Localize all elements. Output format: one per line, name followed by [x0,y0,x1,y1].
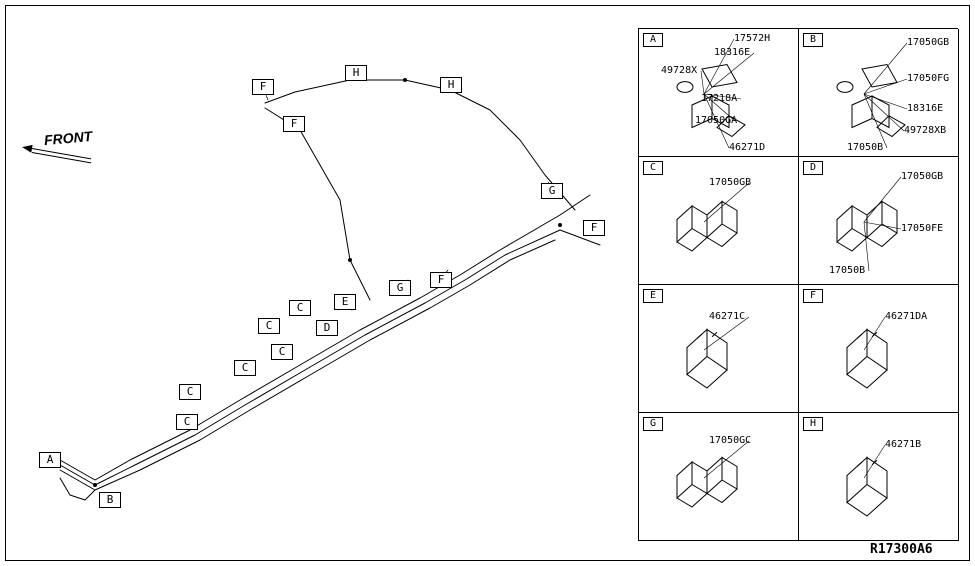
part-label: 17050GA [695,115,737,126]
part-label: 46271DA [885,311,927,322]
part-label: 18316E [714,47,750,58]
callout-box: C [179,384,201,400]
part-label: 17050B [847,142,883,153]
part-label: 17050GB [907,37,949,48]
part-label: 46271B [885,439,921,450]
callout-box: A [39,452,61,468]
detail-panel: F 46271DA [799,285,959,413]
callout-box: E [334,294,356,310]
part-label: 17050GB [709,177,751,188]
panel-tag: A [643,33,663,47]
document-id: R17300A6 [870,542,933,557]
callout-box: F [283,116,305,132]
panel-tag: F [803,289,823,303]
detail-panel: A 17572H 18316E 49728X 17218A 17050GA 46271D [639,29,799,157]
part-label: 17050B [829,265,865,276]
callout-box: G [389,280,411,296]
panel-tag: E [643,289,663,303]
callout-box: G [541,183,563,199]
callout-box: C [176,414,198,430]
piping-diagram [0,0,640,560]
part-label: 46271D [729,142,765,153]
callout-box: C [258,318,280,334]
callout-box: D [316,320,338,336]
panel-tag: D [803,161,823,175]
callout-box: H [345,65,367,81]
part-label: 17218A [701,93,737,104]
panel-tag: C [643,161,663,175]
part-sketch [817,51,917,141]
part-label: 49728XB [904,125,946,136]
callout-box: C [271,344,293,360]
part-label: 17050GB [901,171,943,182]
part-label: 17050FE [901,223,943,234]
detail-panel: B 17050GB 17050FG 18316E 49728XB 17050B [799,29,959,157]
callout-box: F [430,272,452,288]
callout-box: C [289,300,311,316]
part-sketch [657,179,757,269]
part-label: 17050FG [907,73,949,84]
detail-panel: G 17050GC [639,413,799,541]
callout-box: F [252,79,274,95]
panel-tag: G [643,417,663,431]
part-label: 18316E [907,103,943,114]
detail-panel: H 46271B [799,413,959,541]
callout-box: C [234,360,256,376]
part-label: 17572H [734,33,770,44]
detail-panel-grid: A 17572H 18316E 49728X 17218A 17050GA 46271D B 1… [638,28,958,541]
callout-box: H [440,77,462,93]
part-label: 17050GC [709,435,751,446]
detail-panel: C 17050GB [639,157,799,285]
detail-panel: D 17050GB 17050FE 17050B [799,157,959,285]
detail-panel: E 46271C [639,285,799,413]
callout-box: F [583,220,605,236]
part-label: 46271C [709,311,745,322]
part-sketch [657,435,757,525]
panel-tag: B [803,33,823,47]
panel-tag: H [803,417,823,431]
part-label: 49728X [661,65,697,76]
callout-box: B [99,492,121,508]
